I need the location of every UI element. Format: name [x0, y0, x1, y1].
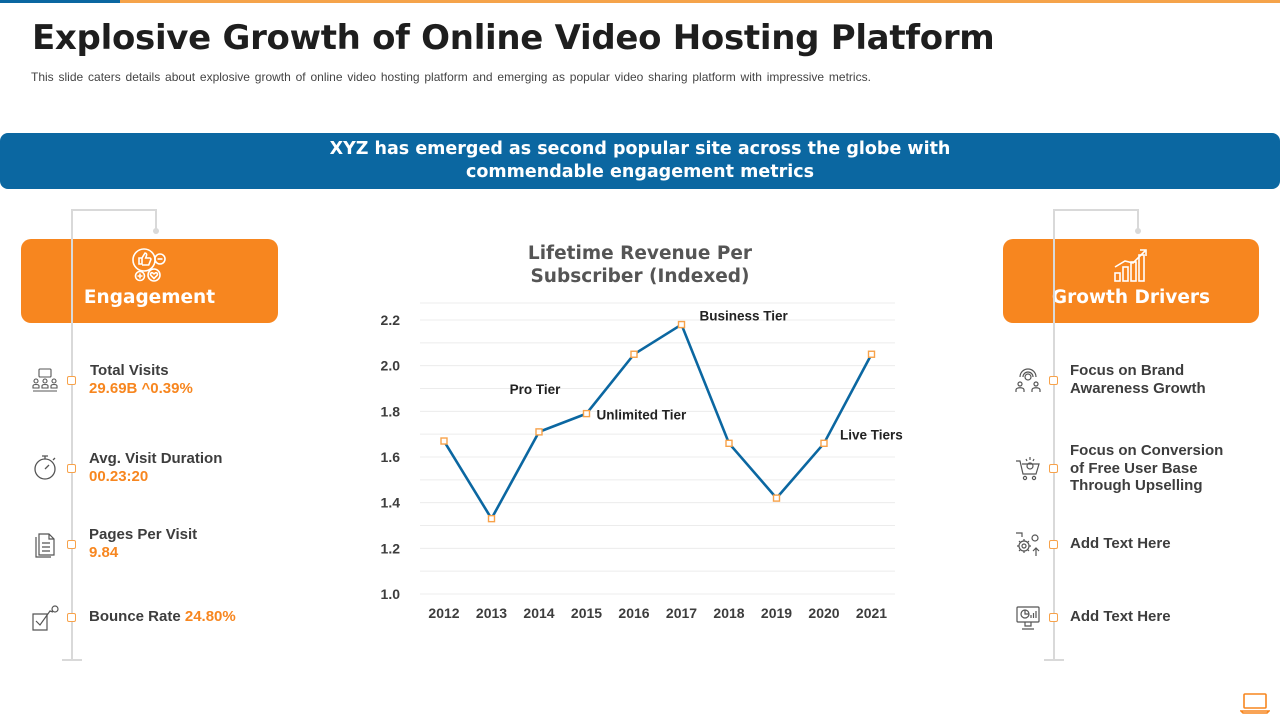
bounce-rate-value: 24.80%: [184, 608, 236, 625]
pages-per-visit-title: Pages Per Visit: [89, 526, 198, 543]
timeline-node: [67, 464, 76, 473]
chart-title: Lifetime Revenue Per Subscriber (Indexed…: [500, 242, 780, 288]
y-tick-label: 1.4: [381, 495, 401, 511]
thumbs-up-heart-icon: [131, 248, 166, 282]
timeline-node: [1049, 540, 1058, 549]
y-tick-label: 2.2: [381, 312, 401, 328]
x-tick-label: 2019: [761, 605, 792, 621]
chart-title-line-2: Subscriber (Indexed): [530, 266, 750, 287]
series-line: [442, 323, 873, 520]
total-visits-title: Total Visits: [90, 362, 169, 379]
annotation-label: Live Tiers: [840, 427, 903, 442]
timeline-node: [67, 613, 76, 622]
y-tick-label: 2.0: [381, 358, 401, 374]
spine-foot: [1044, 659, 1064, 661]
highlight-banner: XYZ has emerged as second popular site a…: [0, 133, 1280, 189]
annotation-label: Unlimited Tier: [597, 408, 688, 423]
y-tick-label: 1.2: [381, 540, 401, 556]
brand-awareness-line-1: Focus on Brand: [1070, 362, 1185, 379]
data-point: [440, 437, 448, 445]
growth-drivers-label: Growth Drivers: [1051, 287, 1211, 308]
visit-duration-value: 00.23:20: [89, 468, 149, 485]
data-point: [677, 320, 686, 329]
x-tick-label: 2014: [523, 605, 554, 621]
x-tick-label: 2021: [856, 605, 887, 621]
x-tick-label: 2020: [808, 605, 839, 621]
top-rule-accent: [0, 0, 120, 3]
conversion-line-3: Through Upselling: [1070, 477, 1203, 494]
y-tick-label: 1.0: [381, 586, 401, 602]
data-point: [772, 494, 781, 502]
y-tick-label: 1.6: [381, 449, 401, 465]
page-title: Explosive Growth of Online Video Hosting…: [32, 18, 995, 58]
data-point: [867, 350, 876, 358]
add-text-2: Add Text Here: [1070, 608, 1171, 625]
x-tick-label: 2013: [476, 605, 507, 621]
data-point: [630, 350, 638, 358]
bounce-rate-title: Bounce Rate: [89, 608, 181, 625]
audience-icon: [32, 368, 58, 392]
stopwatch-icon: [34, 455, 56, 480]
cart-conversion-icon: [1016, 457, 1040, 481]
pages-per-visit-value: 9.84: [89, 544, 119, 561]
spine-foot: [62, 659, 82, 661]
top-rule: [0, 0, 1280, 3]
chart-title-line-1: Lifetime Revenue Per: [527, 243, 753, 264]
x-tick-label: 2018: [713, 605, 744, 621]
visit-duration-title: Avg. Visit Duration: [89, 450, 223, 467]
connector-top: [71, 209, 157, 211]
revenue-line-chart: 1.0 1.2 1.4 1.6 1.8 2.0 2.2 2012 2013 2014 2015 201…: [381, 302, 903, 621]
connector-drop: [155, 209, 157, 233]
connector-drop: [1137, 209, 1139, 233]
annotation-label: Pro Tier: [510, 382, 562, 397]
add-text-1: Add Text Here: [1070, 535, 1171, 552]
gears-icon: [1016, 532, 1040, 556]
timeline-node: [1049, 376, 1058, 385]
engagement-label: Engagement: [83, 287, 216, 308]
timeline-node: [67, 376, 76, 385]
monitor-analytics-icon: [1016, 606, 1040, 630]
x-tick-label: 2016: [618, 605, 649, 621]
data-point: [487, 514, 496, 523]
connector-top: [1053, 209, 1139, 211]
conversion-line-2: of Free User Base: [1070, 460, 1198, 477]
engagement-box: Engagement: [21, 239, 278, 323]
timeline-node: [67, 540, 76, 549]
x-tick-label: 2017: [666, 605, 697, 621]
growth-chart-icon: [1114, 249, 1147, 282]
laptop-icon: [1240, 693, 1270, 714]
banner-text: XYZ has emerged as second popular site a…: [329, 139, 951, 182]
page-subtitle: This slide caters details about explosiv…: [31, 70, 871, 84]
data-point: [820, 439, 828, 448]
y-tick-label: 1.8: [381, 403, 401, 419]
timeline-node: [1049, 613, 1058, 622]
connector-dot: [153, 228, 159, 234]
bounce-icon: [32, 605, 59, 631]
pages-icon: [35, 533, 55, 558]
timeline-node: [1049, 464, 1058, 473]
annotation-label: Business Tier: [700, 309, 789, 324]
x-tick-label: 2012: [428, 605, 459, 621]
data-point: [725, 439, 733, 448]
brand-awareness-icon: [1015, 368, 1041, 392]
data-point: [582, 409, 591, 418]
bounce-rate-row: Bounce Rate 24.80%: [89, 608, 236, 626]
x-tick-label: 2015: [571, 605, 602, 621]
total-visits-value: 29.69B ^0.39%: [89, 380, 193, 397]
growth-spine: [1053, 209, 1055, 660]
data-point: [535, 428, 543, 436]
growth-drivers-box: Growth Drivers: [1003, 239, 1259, 323]
conversion-line-1: Focus on Conversion: [1070, 442, 1224, 459]
brand-awareness-line-2: Awareness Growth: [1070, 380, 1206, 397]
engagement-spine: [71, 209, 73, 660]
connector-dot: [1135, 228, 1141, 234]
